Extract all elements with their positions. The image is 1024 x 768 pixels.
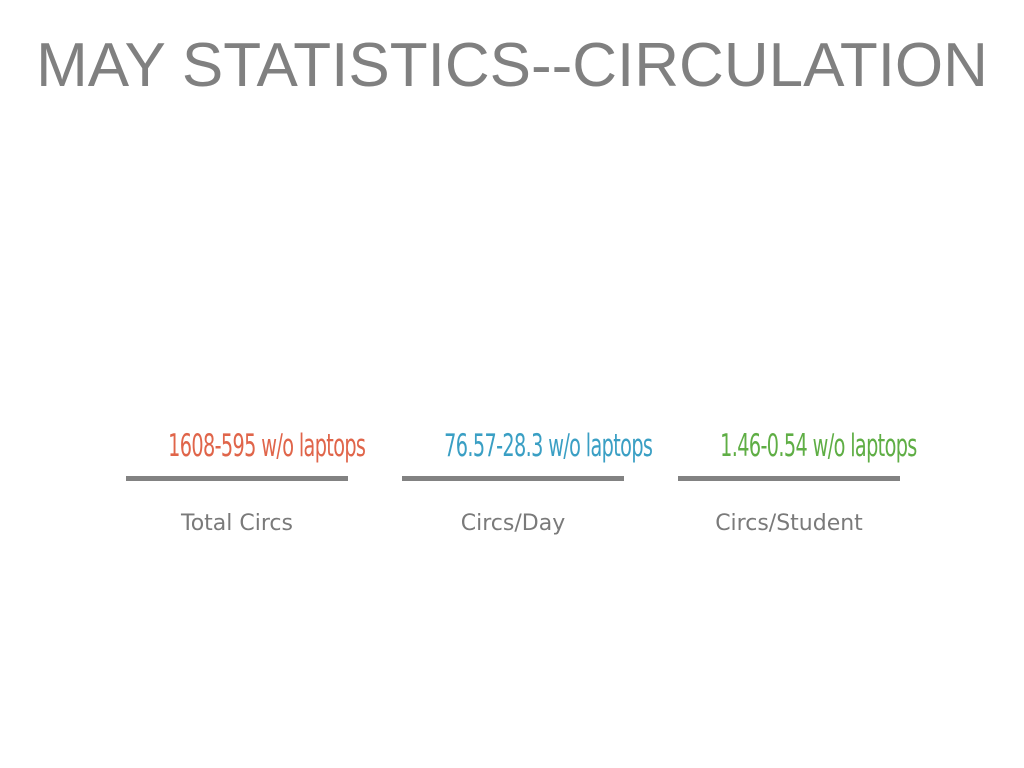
stat-circs-per-day: 76.57-28.3 w/o laptops Circs/Day — [402, 420, 653, 536]
stat-circs-per-student: 1.46-0.54 w/o laptops Circs/Student — [678, 420, 917, 536]
stat-label: Circs/Student — [715, 511, 863, 536]
stat-divider — [402, 476, 624, 481]
stat-label: Circs/Day — [460, 511, 566, 536]
stat-value: 1.46-0.54 w/o laptops — [720, 428, 917, 464]
stat-label: Total Circs — [181, 511, 293, 536]
stat-value: 1608-595 w/o laptops — [168, 428, 366, 464]
stat-total-circs: 1608-595 w/o laptops Total Circs — [126, 420, 366, 536]
stat-value: 76.57-28.3 w/o laptops — [444, 428, 653, 464]
stat-divider — [678, 476, 900, 481]
stat-divider — [126, 476, 348, 481]
slide-title: MAY STATISTICS--CIRCULATION — [36, 31, 988, 100]
